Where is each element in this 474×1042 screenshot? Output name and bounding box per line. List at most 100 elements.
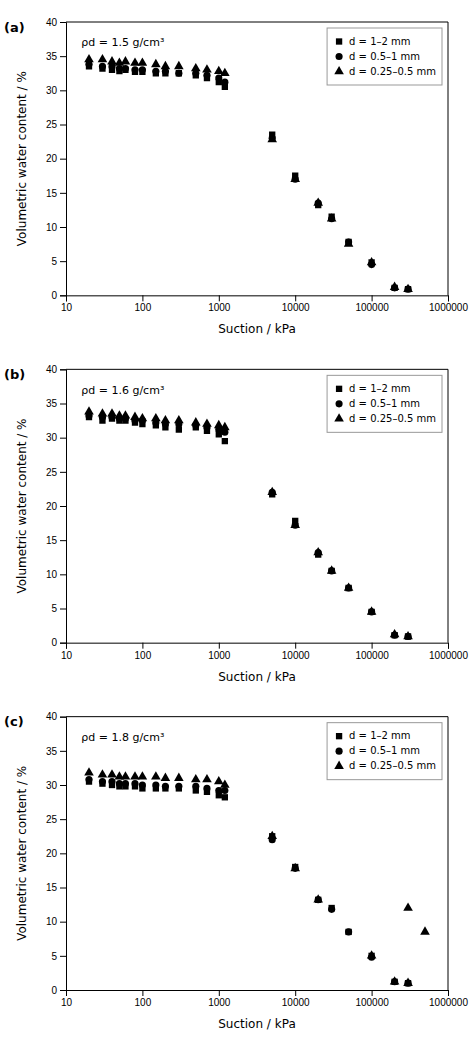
point — [328, 906, 335, 913]
point — [161, 61, 171, 69]
point — [290, 174, 300, 182]
tick: 10 — [61, 643, 73, 661]
tick: 10 — [61, 990, 73, 1008]
point — [313, 894, 323, 902]
point — [327, 565, 337, 573]
tick-mark — [448, 990, 449, 996]
y-axis-line — [60, 23, 67, 296]
legend-symbol — [334, 66, 344, 74]
series — [85, 61, 411, 293]
tick-mark — [60, 643, 66, 644]
point — [220, 779, 230, 787]
point — [290, 520, 300, 528]
tick-mark — [60, 227, 66, 228]
legend-item: d = 1–2 mm — [336, 36, 411, 47]
point — [130, 412, 140, 420]
plot-area — [84, 54, 413, 293]
tick-label: 10 — [61, 302, 73, 313]
tick-label: 1000 — [208, 650, 231, 661]
point — [202, 64, 212, 72]
tick-mark — [60, 295, 66, 296]
point — [107, 408, 117, 416]
point — [152, 781, 159, 788]
tick: 15 — [46, 188, 66, 199]
point — [174, 61, 184, 69]
point — [220, 422, 230, 430]
tick-mark — [448, 643, 449, 649]
tick-mark — [142, 990, 143, 996]
tick: 1000 — [208, 295, 231, 313]
tick: 100000 — [355, 643, 389, 661]
tick-label: 0 — [51, 637, 57, 648]
legend-item: d = 0.5–1 mm — [336, 745, 421, 756]
y-axis-line — [60, 370, 67, 643]
tick-label: 15 — [46, 188, 58, 199]
tick: 10000 — [282, 990, 310, 1008]
point — [203, 72, 210, 79]
series — [85, 412, 411, 640]
tick-label: 10 — [46, 222, 58, 233]
tick: 100000 — [355, 295, 389, 313]
tick: 25 — [46, 467, 66, 478]
tick-label: 1000 — [208, 302, 231, 313]
frame — [448, 22, 449, 295]
tick: 20 — [46, 501, 66, 512]
point — [403, 631, 413, 639]
annotation: ρd = 1.8 g/cm³ — [81, 731, 164, 744]
point — [84, 406, 94, 414]
tick-mark — [295, 990, 296, 996]
tick: 35 — [46, 51, 66, 62]
point — [290, 863, 300, 871]
tick: 0 — [51, 637, 66, 648]
tick: 1000000 — [429, 990, 468, 1008]
point — [327, 213, 337, 221]
tick-mark — [295, 643, 296, 649]
point — [203, 785, 210, 792]
tick: 5 — [51, 603, 66, 614]
point — [98, 54, 108, 62]
tick-mark — [448, 295, 449, 301]
panel-label: (c) — [4, 714, 24, 729]
tick-mark — [60, 159, 66, 160]
legend-symbol — [336, 748, 343, 755]
legend-label: d = 0.25–0.5 mm — [349, 66, 436, 77]
tick-label: 10000 — [282, 997, 310, 1008]
tick-mark — [60, 125, 66, 126]
point — [138, 413, 148, 421]
tick-mark — [60, 56, 66, 57]
tick: 100 — [135, 295, 152, 313]
tick: 25 — [46, 119, 66, 130]
tick-label: 1000000 — [429, 650, 468, 661]
tick-label: 10 — [61, 997, 73, 1008]
tick-mark — [60, 717, 66, 718]
frame — [448, 369, 449, 642]
tick-label: 0 — [51, 985, 57, 996]
tick-label: 30 — [46, 432, 58, 443]
tick-mark — [60, 404, 66, 405]
frame — [448, 717, 449, 990]
point — [121, 771, 131, 779]
frame — [66, 22, 448, 23]
tick: 10 — [46, 569, 66, 580]
point — [221, 787, 228, 794]
tick-mark — [60, 853, 66, 854]
tick-label: 100 — [135, 650, 152, 661]
tick-label: 20 — [46, 848, 58, 859]
point — [138, 771, 148, 779]
panel-label: (b) — [4, 367, 25, 382]
frame — [66, 716, 448, 717]
point — [152, 68, 159, 75]
tick-label: 5 — [51, 256, 57, 267]
point — [390, 976, 400, 984]
y-axis-title: Volumetric water content / % — [15, 766, 29, 941]
tick-label: 100 — [135, 302, 152, 313]
point — [121, 56, 131, 64]
legend-label: d = 0.5–1 mm — [349, 398, 420, 409]
tick-label: 15 — [46, 882, 58, 893]
tick-mark — [60, 990, 66, 991]
point — [191, 63, 201, 71]
tick-label: 10 — [61, 650, 73, 661]
panel: 1010010001000010000010000000510152025303… — [4, 364, 468, 684]
point — [202, 418, 212, 426]
legend-label: d = 0.5–1 mm — [349, 51, 420, 62]
